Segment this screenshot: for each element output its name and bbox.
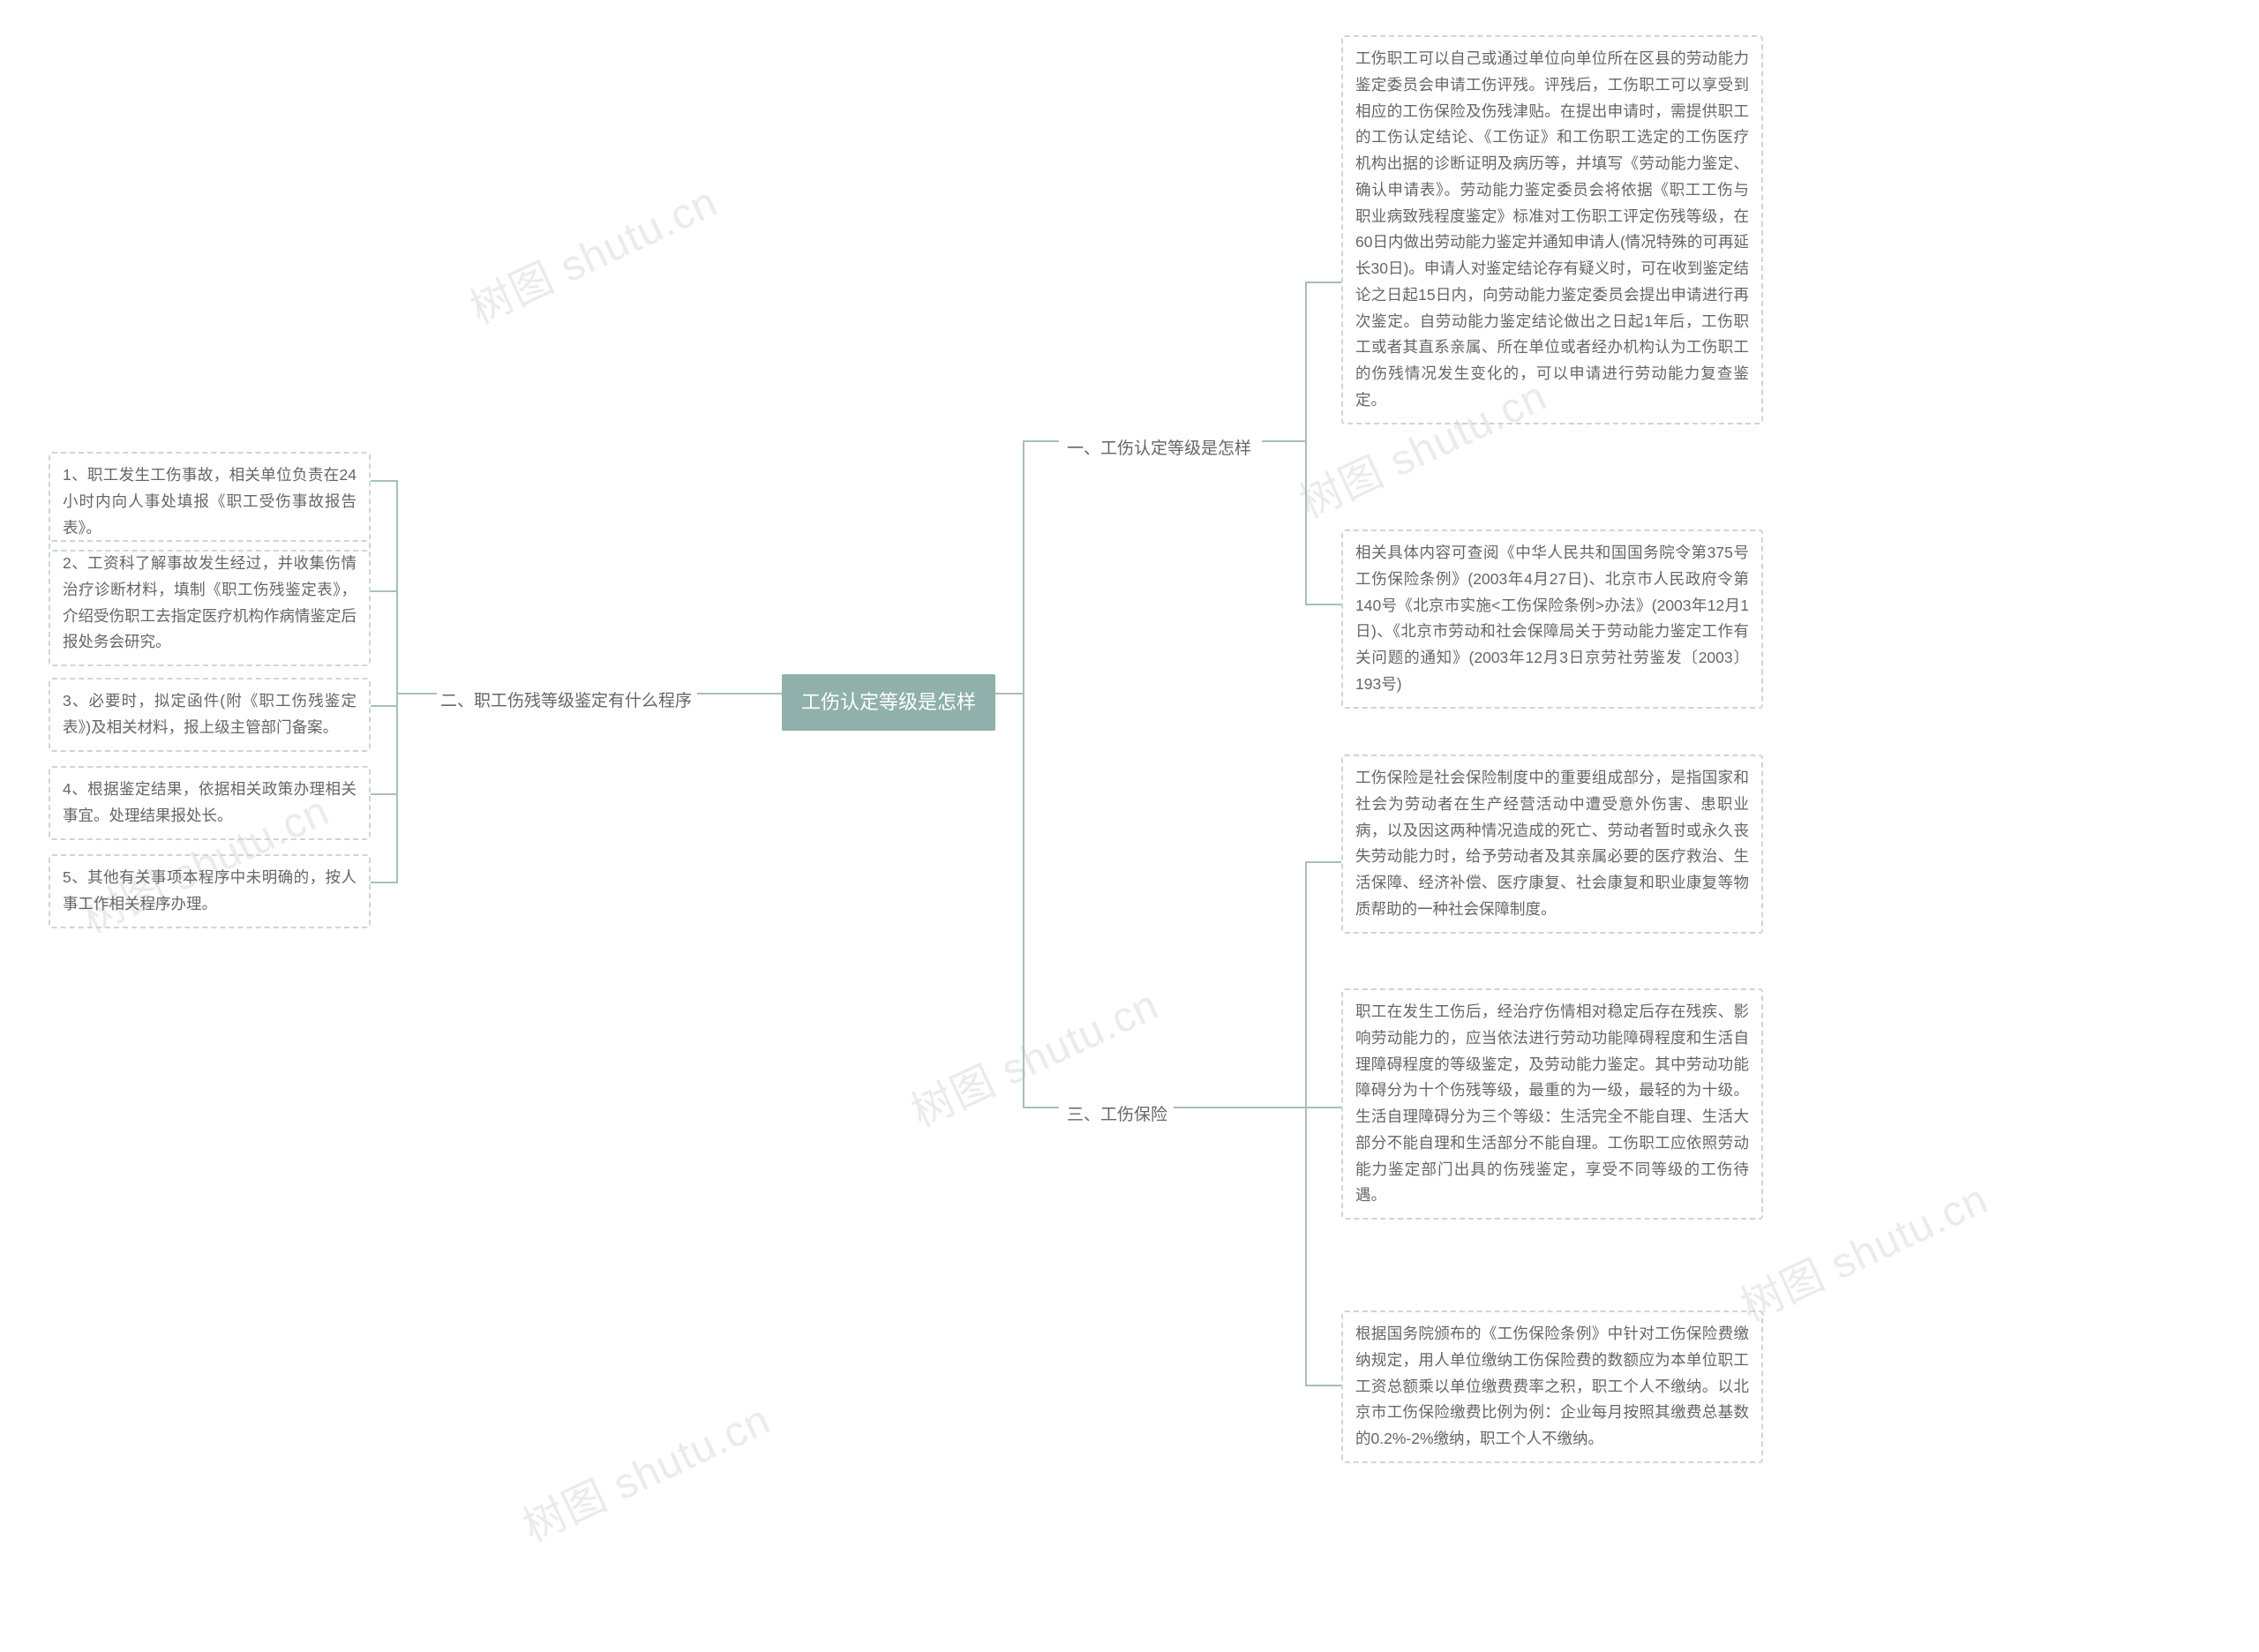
- leaf-b1-l1[interactable]: 工伤职工可以自己或通过单位向单位所在区县的劳动能力鉴定委员会申请工伤评残。评残后…: [1341, 35, 1763, 424]
- leaf-b1-l2[interactable]: 相关具体内容可查阅《中华人民共和国国务院令第375号工伤保险条例》(2003年4…: [1341, 529, 1763, 709]
- watermark: 树图 shutu.cn: [511, 1385, 778, 1554]
- leaf-b2-l4[interactable]: 4、根据鉴定结果，依据相关政策办理相关事宜。处理结果报处长。: [49, 766, 371, 840]
- watermark: 树图 shutu.cn: [1729, 1165, 1996, 1333]
- leaf-b2-l3[interactable]: 3、必要时，拟定函件(附《职工伤残鉴定表》)及相关材料，报上级主管部门备案。: [49, 678, 371, 752]
- leaf-b3-l1[interactable]: 工伤保险是社会保险制度中的重要组成部分，是指国家和社会为劳动者在生产经营活动中遭…: [1341, 755, 1763, 934]
- watermark: 树图 shutu.cn: [458, 168, 725, 336]
- root-node[interactable]: 工伤认定等级是怎样: [782, 674, 995, 731]
- leaf-b3-l2[interactable]: 职工在发生工伤后，经治疗伤情相对稳定后存在残疾、影响劳动能力的，应当依法进行劳动…: [1341, 988, 1763, 1220]
- branch-node-3[interactable]: 三、工伤保险: [1063, 1094, 1171, 1136]
- leaf-b2-l5[interactable]: 5、其他有关事项本程序中未明确的，按人事工作相关程序办理。: [49, 854, 371, 928]
- leaf-b2-l2[interactable]: 2、工资科了解事故发生经过，并收集伤情治疗诊断材料，填制《职工伤残鉴定表》，介绍…: [49, 540, 371, 666]
- leaf-b2-l1[interactable]: 1、职工发生工伤事故，相关单位负责在24小时内向人事处填报《职工受伤事故报告表》…: [49, 452, 371, 552]
- branch-node-2[interactable]: 二、职工伤残等级鉴定有什么程序: [437, 680, 695, 722]
- branch-node-1[interactable]: 一、工伤认定等级是怎样: [1063, 428, 1255, 469]
- leaf-b3-l3[interactable]: 根据国务院颁布的《工伤保险条例》中针对工伤保险费缴纳规定，用人单位缴纳工伤保险费…: [1341, 1310, 1763, 1463]
